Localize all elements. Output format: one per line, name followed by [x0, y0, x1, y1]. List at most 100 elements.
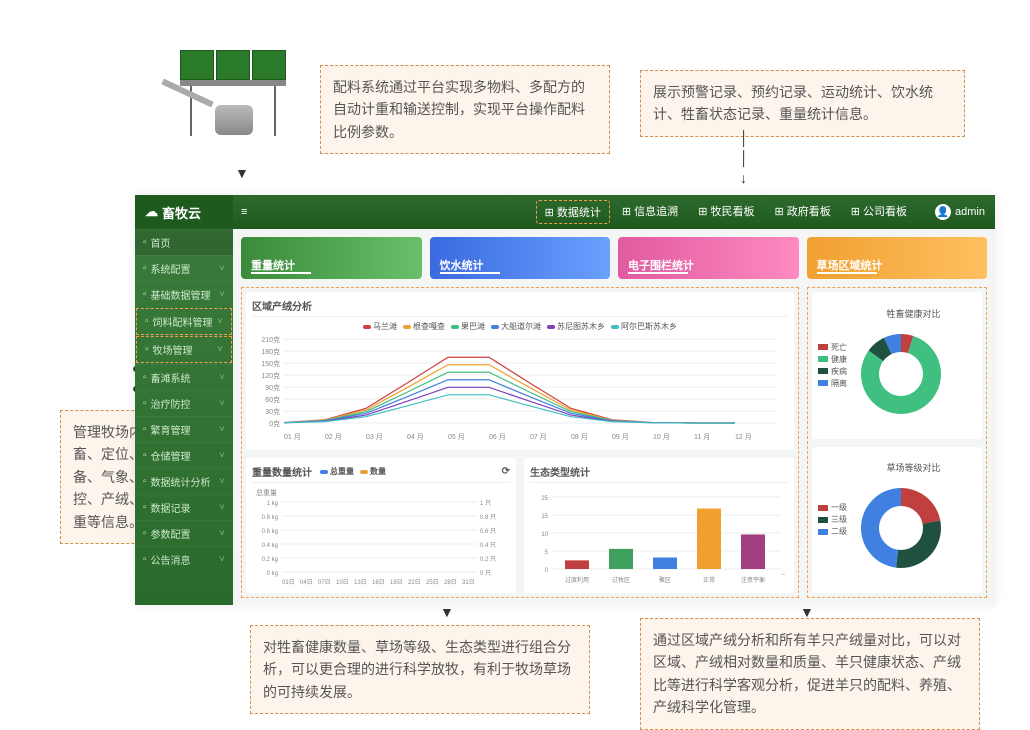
topbar: ☁ 畜牧云 ≡ ⊞ 数据统计⊞ 信息追溯⊞ 牧民看板⊞ 政府看板⊞ 公司看板 👤…: [135, 195, 995, 229]
topnav: ⊞ 数据统计⊞ 信息追溯⊞ 牧民看板⊞ 政府看板⊞ 公司看板: [536, 200, 925, 224]
dual-chart-title: 重量数量统计: [252, 464, 312, 479]
sidebar-item[interactable]: ▫数据统计分析˅: [135, 468, 233, 494]
line-chart-title: 区域产绒分析: [252, 298, 788, 317]
svg-text:13日: 13日: [354, 579, 367, 586]
sidebar-item[interactable]: ▫畜滩系统˅: [135, 364, 233, 390]
svg-text:25: 25: [541, 496, 548, 502]
svg-text:过度利用: 过度利用: [565, 576, 589, 584]
charts-row: 区域产绒分析 马兰滩根查嘎查果巴滩大船道尔滩苏尼图苏木乡阿尔巴斯苏木乡 210克…: [241, 287, 987, 598]
svg-text:30克: 30克: [265, 408, 280, 416]
svg-text:0 只: 0 只: [480, 570, 491, 577]
sidebar-item[interactable]: ▫饲料配料管理˅: [136, 308, 232, 335]
callout-bottom-left: 对牲畜健康数量、草场等级、生态类型进行组合分析，可以更合理的进行科学放牧，有利于…: [250, 625, 590, 714]
menu-icon[interactable]: ≡: [241, 206, 247, 218]
svg-text:04日: 04日: [300, 579, 313, 586]
svg-text:1 只: 1 只: [480, 500, 491, 507]
svg-text:08 月: 08 月: [571, 433, 588, 441]
svg-text:10日: 10日: [336, 579, 349, 586]
svg-text:正常: 正常: [703, 576, 715, 584]
svg-text:28日: 28日: [444, 579, 457, 586]
user-name: admin: [955, 206, 985, 218]
stat-card[interactable]: 电子围栏统计: [618, 237, 799, 279]
stat-card[interactable]: 饮水统计: [430, 237, 611, 279]
sidebar: ▫首页▫系统配置˅▫基础数据管理˅▫饲料配料管理˅▫牧场管理˅▫畜滩系统˅▫治疗…: [135, 229, 233, 605]
svg-text:1 kg: 1 kg: [267, 501, 278, 507]
stat-row: 重量统计饮水统计电子围栏统计草场区域统计: [241, 237, 987, 279]
topnav-item[interactable]: ⊞ 政府看板: [766, 200, 838, 224]
svg-text:120克: 120克: [261, 372, 280, 380]
left-charts-column: 区域产绒分析 马兰滩根查嘎查果巴滩大船道尔滩苏尼图苏木乡阿尔巴斯苏木乡 210克…: [241, 287, 799, 598]
svg-text:0.6 kg: 0.6 kg: [262, 529, 278, 535]
svg-text:04 月: 04 月: [407, 433, 424, 441]
sidebar-item[interactable]: ▫仓储管理˅: [135, 442, 233, 468]
callout-top-left: 配料系统通过平台实现多物料、多配方的自动计重和输送控制，实现平台操作配料比例参数…: [320, 65, 610, 154]
topnav-item[interactable]: ⊞ 信息追溯: [614, 200, 686, 224]
topnav-item[interactable]: ⊞ 牧民看板: [690, 200, 762, 224]
svg-text:0.2 kg: 0.2 kg: [262, 557, 278, 563]
sidebar-item[interactable]: ▫公告消息˅: [135, 546, 233, 572]
sidebar-item[interactable]: ▫参数配置˅: [135, 520, 233, 546]
svg-text:210克: 210克: [261, 336, 280, 344]
avatar-icon: 👤: [935, 204, 951, 220]
right-charts-column: 死亡健康疾病隔离 牲畜健康对比 一级三级二级 草场等级对比: [807, 287, 987, 598]
svg-text:0: 0: [545, 568, 549, 574]
svg-text:31日: 31日: [462, 579, 475, 586]
callout-bottom-right: 通过区域产绒分析和所有羊只产绒量对比，可以对区域、产绒相对数量和质量、羊只健康状…: [640, 618, 980, 730]
refresh-icon[interactable]: ⟳: [502, 466, 510, 477]
svg-text:→类型: →类型: [780, 569, 785, 577]
svg-text:0.8 只: 0.8 只: [480, 514, 496, 521]
svg-text:19日: 19日: [390, 579, 403, 586]
svg-text:0.4 只: 0.4 只: [480, 542, 496, 549]
svg-text:22日: 22日: [408, 579, 421, 586]
topnav-item[interactable]: ⊞ 数据统计: [536, 200, 610, 224]
svg-text:12 月: 12 月: [735, 433, 752, 441]
brand-label: 畜牧云: [162, 203, 201, 222]
machine-illustration: [160, 50, 310, 160]
content: 重量统计饮水统计电子围栏统计草场区域统计 区域产绒分析 马兰滩根查嘎查果巴滩大船…: [233, 229, 995, 605]
svg-text:07日: 07日: [318, 579, 331, 586]
bar-chart-title: 生态类型统计: [530, 464, 788, 483]
svg-text:25日: 25日: [426, 579, 439, 586]
sidebar-item[interactable]: ▫首页: [135, 229, 233, 255]
sidebar-item[interactable]: ▫牧场管理˅: [136, 336, 232, 363]
svg-text:0 kg: 0 kg: [267, 571, 278, 577]
svg-text:180克: 180克: [261, 348, 280, 356]
svg-text:聚区: 聚区: [659, 577, 671, 584]
bar-chart-card: 生态类型统计 25151050过度利用过牧区聚区正常注意平衡→类型: [524, 458, 794, 593]
sidebar-item[interactable]: ▫治疗防控˅: [135, 390, 233, 416]
svg-text:07 月: 07 月: [530, 433, 547, 441]
line-chart-svg: 210克 180克 150克 120克 90克 60克 30克 0克 01 月 02 月 03 月 0…: [252, 334, 782, 444]
svg-text:60克: 60克: [265, 396, 280, 404]
sidebar-item[interactable]: ▫基础数据管理˅: [135, 281, 233, 307]
dual-chart-card: 重量数量统计 总重量数量 ⟳ 总重量1 kg0.8 kg0.6 kg0.4 kg…: [246, 458, 516, 593]
cloud-icon: ☁: [145, 204, 158, 220]
sidebar-item[interactable]: ▫繁育管理˅: [135, 416, 233, 442]
svg-text:总重量: 总重量: [256, 488, 277, 497]
svg-text:注意平衡: 注意平衡: [741, 576, 765, 584]
user-block[interactable]: 👤 admin: [935, 204, 985, 220]
svg-text:11 月: 11 月: [694, 433, 710, 441]
donut2-svg: [851, 478, 951, 578]
dashboard: ☁ 畜牧云 ≡ ⊞ 数据统计⊞ 信息追溯⊞ 牧民看板⊞ 政府看板⊞ 公司看板 👤…: [135, 195, 995, 605]
topnav-item[interactable]: ⊞ 公司看板: [843, 200, 915, 224]
svg-text:90克: 90克: [265, 384, 280, 392]
line-chart-legend: 马兰滩根查嘎查果巴滩大船道尔滩苏尼图苏木乡阿尔巴斯苏木乡: [252, 321, 788, 332]
svg-text:150克: 150克: [261, 360, 280, 368]
svg-text:0克: 0克: [269, 420, 280, 428]
sidebar-item[interactable]: ▫系统配置˅: [135, 255, 233, 281]
stat-card[interactable]: 草场区域统计: [807, 237, 988, 279]
callout-top-right: 展示预警记录、预约记录、运动统计、饮水统计、牲畜状态记录、重量统计信息。: [640, 70, 965, 137]
donut1-card: 死亡健康疾病隔离 牲畜健康对比: [812, 292, 982, 439]
donut1-legend: 死亡健康疾病隔离: [818, 341, 847, 390]
brand: ☁ 畜牧云: [135, 195, 233, 229]
svg-text:5: 5: [545, 550, 549, 556]
donut1-svg: [851, 324, 951, 424]
stat-card[interactable]: 重量统计: [241, 237, 422, 279]
svg-text:02 月: 02 月: [325, 433, 342, 441]
svg-text:03 月: 03 月: [366, 433, 383, 441]
svg-text:01 月: 01 月: [284, 433, 301, 441]
sidebar-item[interactable]: ▫数据记录˅: [135, 494, 233, 520]
svg-text:15: 15: [541, 514, 548, 520]
svg-text:过牧区: 过牧区: [612, 576, 630, 584]
bar-chart-svg: 25151050过度利用过牧区聚区正常注意平衡→类型: [530, 487, 785, 587]
